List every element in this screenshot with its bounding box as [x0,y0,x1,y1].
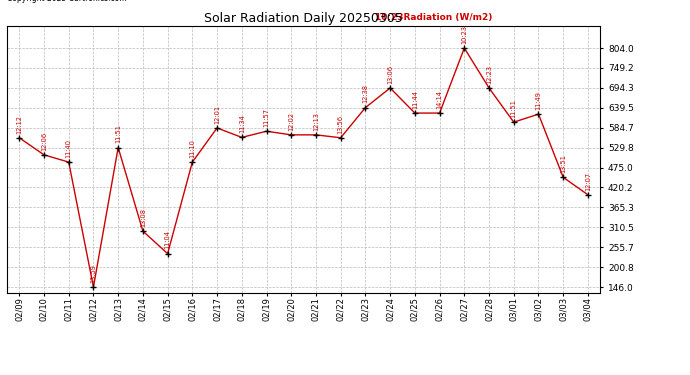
Text: 12:38: 12:38 [362,84,368,104]
Text: 11:57: 11:57 [264,108,270,127]
Text: 10:23Radiation (W/m2): 10:23Radiation (W/m2) [375,13,492,22]
Text: 12:12: 12:12 [17,115,22,134]
Text: 11:40: 11:40 [66,139,72,158]
Text: 12:13: 12:13 [313,112,319,131]
Text: 12:06: 12:06 [41,132,47,151]
Text: 14:14: 14:14 [437,90,442,109]
Text: 11:10: 11:10 [189,139,195,158]
Text: 13:56: 13:56 [337,115,344,134]
Text: 11:51: 11:51 [511,99,517,118]
Text: 11:51: 11:51 [115,124,121,143]
Text: 10:23: 10:23 [462,25,467,44]
Text: Copyright 2025 Curtronics.com: Copyright 2025 Curtronics.com [7,0,126,3]
Text: 11:34: 11:34 [239,114,245,133]
Text: 13:08: 13:08 [140,208,146,227]
Title: Solar Radiation Daily 20250305: Solar Radiation Daily 20250305 [204,12,403,25]
Text: 11:49: 11:49 [535,91,542,110]
Text: 13:59: 13:59 [90,264,97,283]
Text: 11:04: 11:04 [165,231,170,249]
Text: 11:44: 11:44 [412,90,418,109]
Text: 12:07: 12:07 [585,171,591,190]
Text: 13:51: 13:51 [560,154,566,173]
Text: 12:02: 12:02 [288,112,294,131]
Text: 13:06: 13:06 [387,65,393,84]
Text: 12:23: 12:23 [486,65,492,84]
Text: 12:01: 12:01 [214,105,220,124]
